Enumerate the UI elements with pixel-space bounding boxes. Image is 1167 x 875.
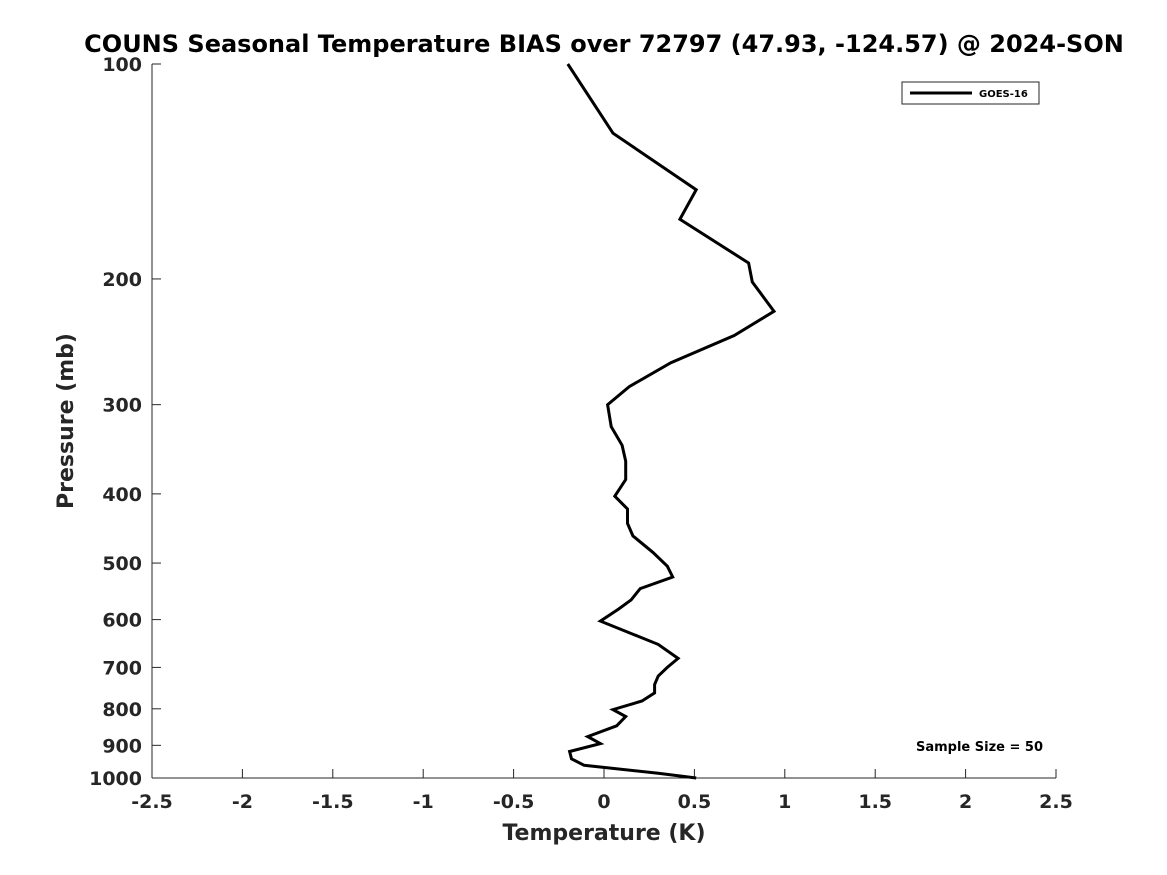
- x-tick-label: 0.5: [678, 791, 712, 813]
- series-line-goes-16: [566, 63, 777, 780]
- legend: GOES-16: [901, 81, 1040, 105]
- y-tick-label: 900: [102, 735, 142, 757]
- x-tick-label: 2.5: [1039, 791, 1073, 813]
- x-ticks: -2.5 -2 -1.5 -1 -0.5 0 0.5 1 1.5 2 2.5: [131, 769, 1073, 813]
- x-tick-label: 2: [959, 791, 972, 813]
- y-tick-label: 600: [102, 610, 142, 632]
- y-tick-label: 400: [102, 484, 142, 506]
- x-tick-label: -0.5: [493, 791, 535, 813]
- y-tick-label: 300: [102, 395, 142, 417]
- y-axis-label: Pressure (mb): [54, 333, 79, 509]
- x-tick-label: -2.5: [131, 791, 173, 813]
- x-tick-label: -2: [232, 791, 253, 813]
- y-tick-label: 800: [102, 699, 142, 721]
- chart-title: COUNS Seasonal Temperature BIAS over 727…: [84, 30, 1124, 58]
- x-tick-label: -1.5: [312, 791, 354, 813]
- sample-size-annotation: Sample Size = 50: [916, 740, 1043, 755]
- x-tick-label: 1.5: [858, 791, 892, 813]
- y-ticks: 100 200 300 400 500 600 700 800 900 1000: [89, 54, 161, 790]
- x-tick-label: 0: [597, 791, 610, 813]
- y-tick-label: 100: [102, 54, 142, 76]
- y-tick-label: 700: [102, 657, 142, 679]
- y-tick-label: 1000: [89, 768, 142, 790]
- x-tick-label: -1: [413, 791, 434, 813]
- y-tick-label: 500: [102, 553, 142, 575]
- series-layer: [566, 63, 777, 780]
- y-tick-label: 200: [102, 269, 142, 291]
- x-axis-label: Temperature (K): [502, 821, 705, 846]
- legend-label-goes-16: GOES-16: [979, 89, 1028, 100]
- x-tick-label: 1: [778, 791, 791, 813]
